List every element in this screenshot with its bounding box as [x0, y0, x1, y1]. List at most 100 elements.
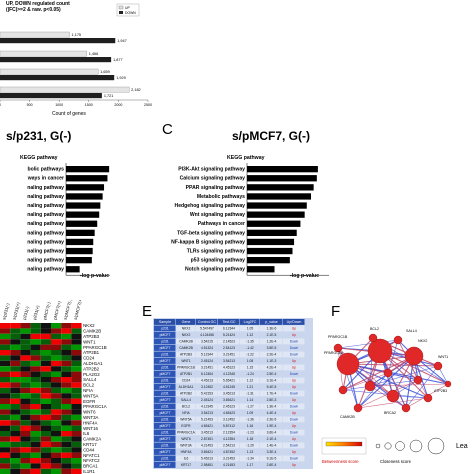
cell-text: 9.1E-5 [267, 457, 277, 461]
cell-text: 1.3E-6 [267, 327, 277, 331]
category-label: naling pathway [27, 212, 64, 218]
table-cell [260, 358, 283, 364]
category-label: Notch signaling pathway [185, 267, 245, 273]
cell-text: Down [290, 405, 299, 409]
heat-cell [0, 333, 11, 340]
heat-cell [10, 360, 21, 367]
heat-cell [0, 366, 11, 372]
heat-cell [10, 387, 21, 394]
table-cell [196, 384, 218, 390]
cell-text: KRT17 [181, 463, 191, 467]
table-cell [154, 423, 176, 429]
cell-text: NKX2 [182, 333, 191, 337]
table-cell [196, 345, 218, 351]
heat-cell [40, 425, 51, 431]
heat-cell [30, 355, 41, 361]
heat-cell [0, 425, 11, 431]
category-label: Wnt signaling pathway [190, 212, 245, 218]
cell-text: -1.27 [246, 405, 254, 409]
network-node [401, 403, 411, 413]
table-cell [154, 325, 176, 332]
table-cell [176, 397, 196, 403]
table-cell [283, 358, 305, 364]
cell-text: ATP2B2 [180, 392, 192, 396]
cell-text: pMCF7 [160, 411, 171, 415]
table-cell [176, 403, 196, 410]
column-label: s/pMCF7(+) [73, 300, 84, 320]
heat-cell [20, 468, 31, 474]
table-cell [260, 410, 283, 416]
heat-cell [61, 468, 72, 474]
heat-cell [20, 431, 31, 437]
cell-text: Up [292, 398, 296, 402]
cell-text: ATP2B3 [180, 353, 192, 357]
table-cell [196, 390, 218, 397]
panel-a-title: UP, DOWN regulated count (|FC|>=2 & raw.… [6, 1, 70, 13]
betweenness-gradient-bar [325, 441, 363, 447]
cell-text: 4.4E-4 [267, 411, 277, 415]
table-cell [154, 390, 176, 397]
cell-text: Down [290, 353, 299, 357]
heat-cell [0, 468, 11, 474]
heat-cell [61, 360, 72, 367]
table-cell [154, 462, 176, 468]
table-cell [240, 358, 260, 364]
cell-text: 4.12345 [201, 405, 213, 409]
table-cell [154, 377, 176, 384]
heat-cell [61, 409, 72, 415]
gene-label: CAMK2B [83, 329, 101, 334]
table-cell [154, 449, 176, 455]
legend-label-up: UP [125, 6, 130, 10]
heat-cell [10, 420, 21, 426]
cell-text: 4.51324 [201, 346, 213, 350]
heat-cell [30, 441, 41, 448]
heat-cell [20, 355, 31, 361]
table-cell [260, 416, 283, 423]
heat-cell [51, 344, 62, 350]
closeness-legend-circle [395, 441, 405, 451]
table-cell [283, 364, 305, 371]
heat-cell [71, 377, 82, 383]
data-label-up: 2,182 [131, 88, 141, 92]
table-cell [240, 403, 260, 410]
legend-swatch-down [119, 11, 123, 14]
cell-text: 4.51245 [223, 385, 235, 389]
cell-text: 1.7E-4 [267, 392, 277, 396]
cell-text: p231 [161, 366, 169, 370]
table-cell [240, 436, 260, 442]
table-cell [176, 462, 196, 468]
cell-text: 5.21424 [223, 333, 235, 337]
cell-text: p231 [161, 431, 169, 435]
table-cell [176, 358, 196, 364]
panel-c-xlabel: -log p-value [290, 273, 320, 279]
heat-cell [20, 447, 31, 453]
cell-text: WNT6 [181, 437, 191, 441]
table-cell [218, 351, 240, 358]
node-label: WNT1 [438, 355, 448, 359]
heat-cell [71, 409, 82, 415]
network-node [404, 346, 424, 366]
cell-text: Up [292, 411, 296, 415]
table-cell [154, 351, 176, 358]
gene-label: NFIA [83, 388, 93, 393]
cell-text: 3.1E-4 [267, 379, 277, 383]
gene-label: BRCA1 [83, 464, 98, 469]
cell-text: WNT3A [180, 444, 192, 448]
table-cell [154, 403, 176, 410]
cell-text: Down [290, 372, 299, 376]
heat-cell [30, 350, 41, 356]
heat-cell [71, 323, 82, 329]
heat-cell [51, 366, 62, 372]
cell-text: 4.87452 [223, 450, 235, 454]
table-cell [260, 325, 283, 332]
heat-cell [30, 398, 41, 404]
cell-text: 3.21453 [223, 457, 235, 461]
data-label-down: 1,877 [113, 58, 123, 62]
heat-cell [51, 360, 62, 367]
cell-text: p231 [161, 457, 169, 461]
data-label-up: 1,659 [100, 70, 110, 74]
node-label: BCL2 [370, 327, 379, 331]
data-label-down: 1,929 [116, 76, 126, 80]
heat-cell [30, 382, 41, 388]
cell-text: WNT5A [180, 418, 192, 422]
